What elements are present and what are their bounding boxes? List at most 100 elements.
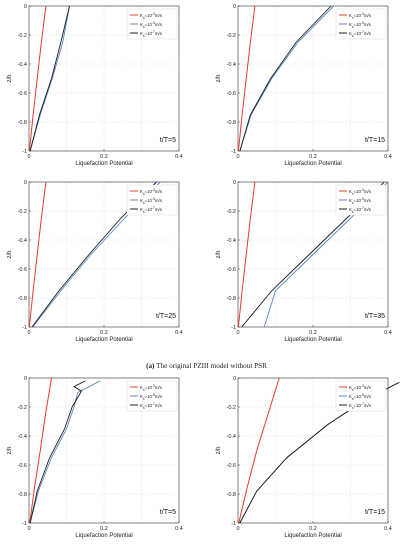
legend-entry: Ks=10-5m/s	[140, 197, 163, 205]
legend-entry: Ks=10-5m/s	[349, 393, 372, 401]
y-axis-label: z/h	[216, 446, 222, 454]
y-tick-label: -1	[22, 521, 27, 527]
y-tick-label: -1	[231, 149, 236, 155]
series-line-blue	[239, 5, 334, 152]
y-tick-label: 0	[233, 180, 236, 186]
x-tick-label: 0.4	[384, 154, 392, 160]
y-axis-label: z/h	[7, 74, 13, 82]
panel-time-label: t/T=5	[160, 137, 176, 144]
y-axis-label: z/h	[216, 74, 222, 82]
x-tick-label: 0	[236, 330, 239, 336]
legend-entry: Ks=10-3m/s	[140, 12, 163, 20]
chart-panel-2: 0 0.2 0.4 -1 -0.8 -0.6 -0.4 -0.2 0 Liquefaction P…	[216, 4, 392, 167]
y-tick-label: -0.6	[18, 463, 27, 469]
y-tick-label: -1	[231, 325, 236, 331]
legend-entry: Ks=10-3m/s	[140, 384, 163, 392]
legend-entry: Ks=10-3m/s	[349, 384, 372, 392]
y-axis-label: z/h	[7, 446, 13, 454]
y-tick-label: 0	[233, 4, 236, 10]
legend-entry: Ks=10-5m/s	[140, 393, 163, 401]
y-tick-label: -0.8	[18, 492, 27, 498]
series-line-red	[237, 181, 256, 328]
y-tick-label: -0.6	[227, 463, 236, 469]
y-tick-label: -0.8	[227, 296, 236, 302]
panel-time-label: t/T=35	[365, 313, 385, 320]
y-axis-label: z/h	[216, 250, 222, 258]
y-axis-label: z/h	[7, 250, 13, 258]
y-tick-label: -0.8	[18, 120, 27, 126]
y-tick-label: -1	[22, 325, 27, 331]
y-tick-label: -1	[231, 521, 236, 527]
legend-entry: Ks=10-7m/s	[349, 402, 372, 410]
y-tick-label: -0.4	[18, 434, 27, 440]
series-line-blue	[29, 380, 101, 524]
y-tick-label: -0.6	[18, 267, 27, 273]
y-tick-label: 0	[233, 376, 236, 382]
y-tick-label: 0	[24, 4, 27, 10]
x-axis-label: Liquefaction Potential	[284, 161, 341, 167]
y-tick-label: -0.6	[227, 267, 236, 273]
y-tick-label: -0.2	[18, 405, 27, 411]
legend-entry: Ks=10-5m/s	[349, 21, 372, 29]
y-tick-label: 0	[24, 376, 27, 382]
legend-entry: Ks=10-7m/s	[349, 30, 372, 38]
legend-entry: Ks=10-3m/s	[349, 188, 372, 196]
x-tick-label: 0.4	[384, 526, 392, 532]
x-tick-label: 0	[27, 526, 30, 532]
y-tick-label: -0.8	[18, 296, 27, 302]
y-tick-label: -0.4	[227, 238, 236, 244]
x-tick-label: 0.2	[100, 526, 108, 532]
x-axis-label: Liquefaction Potential	[75, 161, 132, 167]
chart-panel-6: 0 0.2 0.4 -1 -0.8 -0.6 -0.4 -0.2 0 Liquefaction P…	[216, 376, 400, 539]
series-line-red	[28, 5, 47, 152]
legend-entry: Ks=10-7m/s	[140, 30, 163, 38]
chart-panel-4: 0 0.2 0.4 -1 -0.8 -0.6 -0.4 -0.2 0 Liquefaction P…	[216, 180, 392, 343]
x-tick-label: 0.4	[175, 154, 183, 160]
series-line-red	[28, 181, 47, 328]
y-tick-label: -0.6	[18, 91, 27, 97]
panel-time-label: t/T=15	[365, 509, 385, 516]
chart-panel-5: 0 0.2 0.4 -1 -0.8 -0.6 -0.4 -0.2 0 Liquefaction P…	[7, 376, 183, 539]
figure-caption: (a) The original PZIII model without PSR	[0, 362, 413, 370]
x-tick-label: 0.4	[175, 330, 183, 336]
y-tick-label: -0.2	[227, 33, 236, 39]
caption-label: (a)	[146, 362, 155, 370]
series-line-blue	[29, 5, 70, 152]
x-tick-label: 0.2	[309, 330, 317, 336]
y-tick-label: -0.8	[227, 120, 236, 126]
panel-time-label: t/T=15	[365, 137, 385, 144]
x-tick-label: 0	[27, 154, 30, 160]
x-tick-label: 0	[236, 154, 239, 160]
y-tick-label: -1	[22, 149, 27, 155]
series-line-black	[239, 5, 332, 152]
legend-entry: Ks=10-7m/s	[140, 402, 163, 410]
y-tick-label: -0.2	[18, 33, 27, 39]
x-tick-label: 0.2	[309, 154, 317, 160]
legend-entry: Ks=10-3m/s	[349, 12, 372, 20]
y-tick-label: -0.4	[18, 62, 27, 68]
series-line-red	[29, 377, 52, 524]
y-tick-label: -0.4	[18, 238, 27, 244]
x-axis-label: Liquefaction Potential	[75, 533, 132, 539]
y-tick-label: -0.8	[227, 492, 236, 498]
legend-entry: Ks=10-7m/s	[349, 206, 372, 214]
y-tick-label: -0.2	[227, 405, 236, 411]
y-tick-label: -0.4	[227, 62, 236, 68]
chart-panel-3: 0 0.2 0.4 -1 -0.8 -0.6 -0.4 -0.2 0 Liquefaction P…	[7, 180, 183, 343]
series-line-red	[237, 5, 256, 152]
y-tick-label: -0.2	[227, 209, 236, 215]
x-tick-label: 0	[236, 526, 239, 532]
x-tick-label: 0.2	[309, 526, 317, 532]
y-tick-label: -0.6	[227, 91, 236, 97]
x-axis-label: Liquefaction Potential	[284, 533, 341, 539]
x-tick-label: 0.2	[100, 154, 108, 160]
y-tick-label: 0	[24, 180, 27, 186]
y-tick-label: -0.2	[18, 209, 27, 215]
chart-panel-1: 0 0.2 0.4 -1 -0.8 -0.6 -0.4 -0.2 0 Liquefaction P…	[7, 4, 183, 167]
legend-entry: Ks=10-7m/s	[140, 206, 163, 214]
panel-time-label: t/T=25	[156, 313, 176, 320]
x-tick-label: 0.4	[384, 330, 392, 336]
x-tick-label: 0.4	[175, 526, 183, 532]
panel-time-label: t/T=5	[160, 509, 176, 516]
